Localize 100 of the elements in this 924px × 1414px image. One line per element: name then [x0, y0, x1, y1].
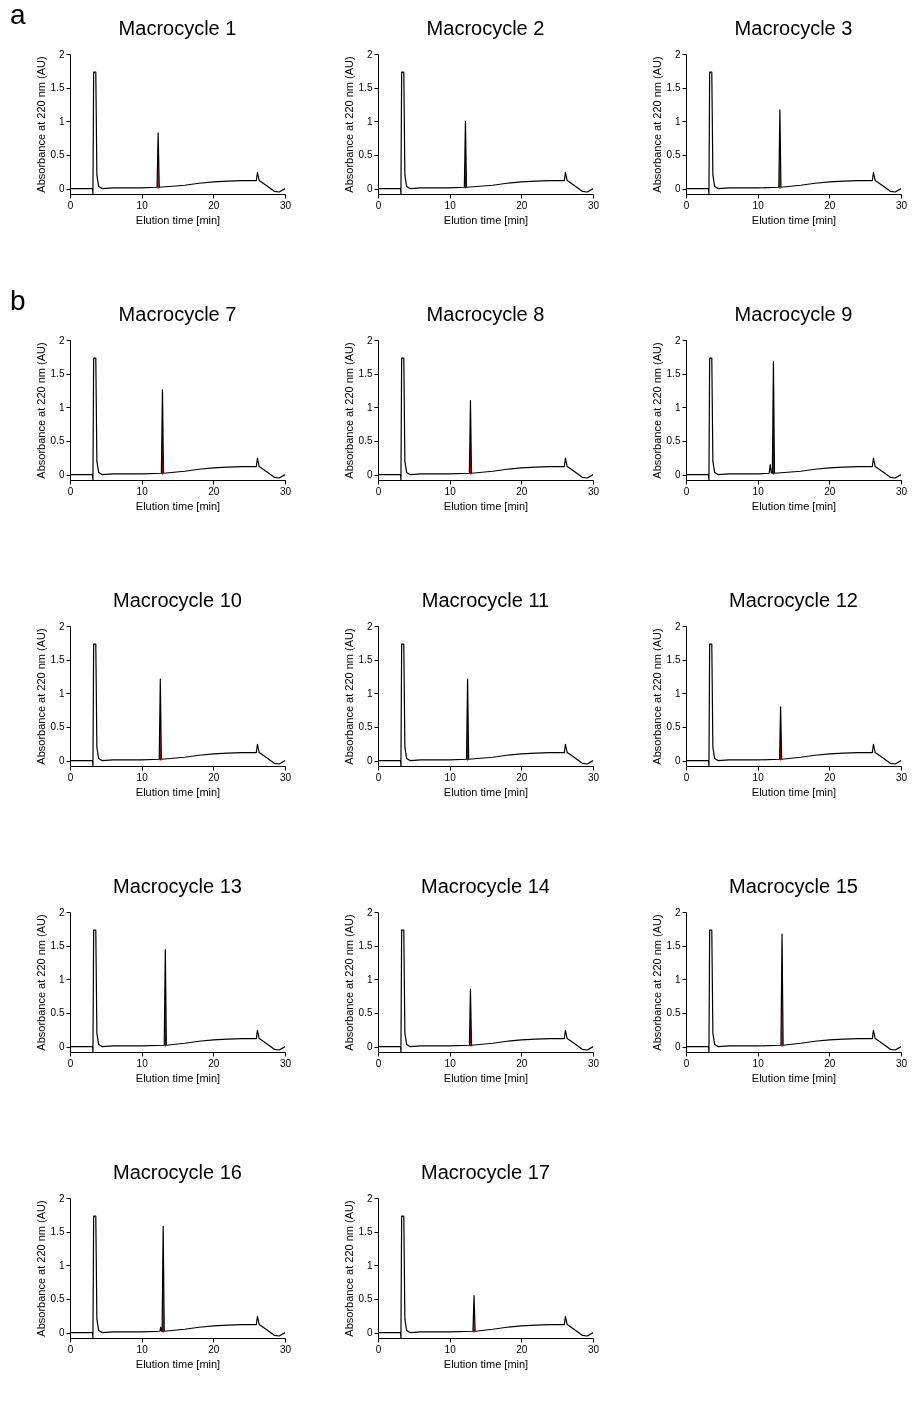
x-tick-label: 20 — [516, 771, 528, 783]
y-tick-label: 2 — [58, 48, 65, 60]
x-tick-label: 0 — [683, 199, 690, 211]
y-tick-label: 0 — [366, 183, 373, 195]
y-tick-label: 1.5 — [666, 940, 681, 952]
y-tick-label: 0.5 — [358, 435, 373, 447]
y-tick-label: 1 — [366, 1259, 373, 1271]
y-tick-label: 1.5 — [666, 654, 681, 666]
x-tick-label: 30 — [587, 1057, 600, 1069]
x-axis-title: Elution time [min] — [135, 499, 221, 512]
y-tick-label: 0.5 — [358, 721, 373, 733]
x-tick-label: 30 — [895, 199, 908, 211]
chart-title: Macrocycle 12 — [729, 589, 858, 611]
x-tick-label: 30 — [895, 771, 908, 783]
y-tick-label: 0.5 — [358, 1293, 373, 1305]
x-axis-title: Elution time [min] — [443, 499, 529, 512]
x-tick-label: 20 — [824, 771, 836, 783]
x-axis-title: Elution time [min] — [135, 1357, 221, 1370]
y-axis-title: Absorbance at 220 nm (AU) — [342, 342, 355, 479]
x-tick-label: 20 — [516, 1343, 528, 1355]
x-tick-label: 20 — [208, 771, 220, 783]
x-tick-label: 10 — [752, 485, 765, 497]
y-tick-label: 1 — [674, 401, 681, 413]
chart-title: Macrocycle 1 — [118, 17, 237, 39]
y-tick-label: 2 — [674, 48, 681, 60]
y-tick-label: 0.5 — [666, 721, 681, 733]
x-axis-title: Elution time [min] — [751, 785, 837, 798]
x-tick-label: 20 — [824, 485, 836, 497]
y-axis-title: Absorbance at 220 nm (AU) — [342, 914, 355, 1051]
x-axis-title: Elution time [min] — [751, 1071, 837, 1084]
y-tick-label: 2 — [366, 48, 373, 60]
chart-title: Macrocycle 10 — [113, 589, 242, 611]
y-tick-label: 0 — [58, 1041, 65, 1053]
x-tick-label: 10 — [444, 1343, 457, 1355]
x-tick-label: 20 — [208, 485, 220, 497]
x-axis-title: Elution time [min] — [135, 213, 221, 226]
y-axis-title: Absorbance at 220 nm (AU) — [34, 628, 47, 765]
chart-title: Macrocycle 9 — [734, 303, 853, 325]
y-tick-label: 1 — [58, 1259, 65, 1271]
y-tick-label: 1.5 — [358, 82, 373, 94]
y-axis-title: Absorbance at 220 nm (AU) — [34, 914, 47, 1051]
x-tick-label: 10 — [444, 199, 457, 211]
x-axis-title: Elution time [min] — [443, 1071, 529, 1084]
x-tick-label: 20 — [516, 199, 528, 211]
y-tick-label: 0 — [674, 469, 681, 481]
y-tick-label: 0 — [366, 1041, 373, 1053]
y-tick-label: 2 — [366, 620, 373, 632]
x-tick-label: 10 — [136, 1343, 149, 1355]
y-tick-label: 0 — [674, 755, 681, 767]
x-tick-label: 0 — [67, 1343, 74, 1355]
x-tick-label: 0 — [683, 485, 690, 497]
y-tick-label: 1.5 — [358, 654, 373, 666]
chart-title: Macrocycle 8 — [426, 303, 545, 325]
chart-title: Macrocycle 2 — [426, 17, 545, 39]
x-tick-label: 0 — [375, 771, 382, 783]
x-tick-label: 0 — [67, 199, 74, 211]
x-tick-label: 0 — [67, 771, 74, 783]
y-axis-title: Absorbance at 220 nm (AU) — [34, 56, 47, 193]
y-tick-label: 0.5 — [50, 435, 65, 447]
y-tick-label: 0 — [674, 1041, 681, 1053]
y-tick-label: 0.5 — [50, 1007, 65, 1019]
y-tick-label: 2 — [58, 906, 65, 918]
y-tick-label: 0 — [58, 469, 65, 481]
y-tick-label: 2 — [674, 620, 681, 632]
y-tick-label: 1.5 — [50, 654, 65, 666]
x-tick-label: 0 — [67, 485, 74, 497]
x-tick-label: 20 — [208, 199, 220, 211]
y-axis-title: Absorbance at 220 nm (AU) — [342, 1200, 355, 1337]
y-tick-label: 0.5 — [50, 1293, 65, 1305]
chart-title: Macrocycle 3 — [734, 17, 853, 39]
x-tick-label: 20 — [516, 1057, 528, 1069]
y-tick-label: 1 — [58, 401, 65, 413]
x-axis-title: Elution time [min] — [443, 213, 529, 226]
x-tick-label: 10 — [752, 199, 765, 211]
x-axis-title: Elution time [min] — [135, 785, 221, 798]
chart-title: Macrocycle 16 — [113, 1161, 242, 1183]
x-tick-label: 30 — [279, 771, 292, 783]
x-tick-label: 30 — [279, 485, 292, 497]
y-tick-label: 0.5 — [666, 435, 681, 447]
y-axis-title: Absorbance at 220 nm (AU) — [34, 342, 47, 479]
y-axis-title: Absorbance at 220 nm (AU) — [650, 342, 663, 479]
x-tick-label: 20 — [824, 199, 836, 211]
y-axis-title: Absorbance at 220 nm (AU) — [34, 1200, 47, 1337]
y-tick-label: 1 — [366, 973, 373, 985]
x-tick-label: 10 — [136, 485, 149, 497]
y-tick-label: 1.5 — [50, 368, 65, 380]
x-tick-label: 0 — [683, 1057, 690, 1069]
y-axis-title: Absorbance at 220 nm (AU) — [650, 56, 663, 193]
y-tick-label: 2 — [366, 906, 373, 918]
x-tick-label: 30 — [279, 199, 292, 211]
x-axis-title: Elution time [min] — [135, 1071, 221, 1084]
y-axis-title: Absorbance at 220 nm (AU) — [650, 914, 663, 1051]
y-tick-label: 1.5 — [666, 368, 681, 380]
x-tick-label: 10 — [752, 771, 765, 783]
y-tick-label: 2 — [674, 906, 681, 918]
x-tick-label: 30 — [587, 199, 600, 211]
y-tick-label: 1.5 — [358, 940, 373, 952]
y-tick-label: 2 — [674, 334, 681, 346]
x-tick-label: 30 — [895, 1057, 908, 1069]
y-tick-label: 0.5 — [358, 149, 373, 161]
